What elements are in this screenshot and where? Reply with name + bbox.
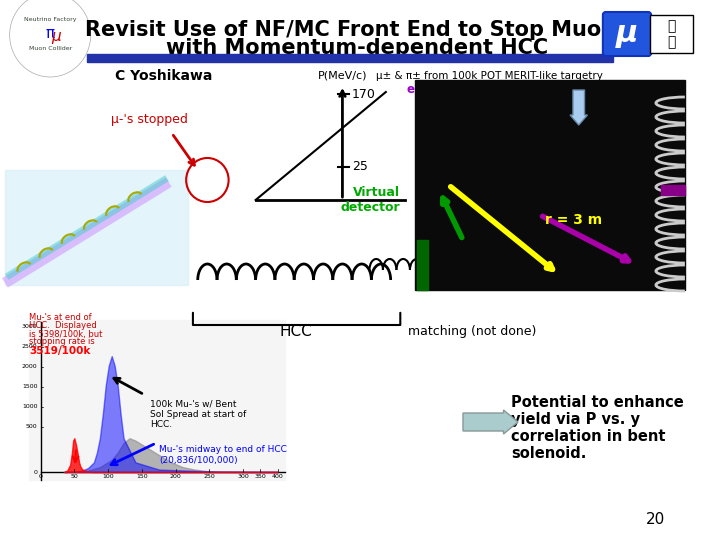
- Text: Mu-'s midway to end of HCC
(20,836/100,000): Mu-'s midway to end of HCC (20,836/100,0…: [159, 446, 287, 465]
- Text: μ: μ: [616, 19, 638, 49]
- Text: 500: 500: [26, 424, 37, 429]
- Bar: [417, 240, 428, 290]
- Text: is 5398/100k, but: is 5398/100k, but: [29, 329, 102, 339]
- Text: 170: 170: [352, 87, 376, 100]
- Text: 3519/100k: 3519/100k: [29, 346, 90, 356]
- Text: 20: 20: [647, 512, 665, 528]
- Text: HCC.  Displayed: HCC. Displayed: [29, 321, 96, 330]
- Text: end of NF/MC drift region: end of NF/MC drift region: [408, 84, 577, 97]
- Text: 150: 150: [136, 475, 148, 480]
- Text: Revisit Use of NF/MC Front End to Stop Muons: Revisit Use of NF/MC Front End to Stop M…: [85, 20, 629, 40]
- Text: 2000: 2000: [22, 364, 37, 369]
- Text: 100k Mu-'s w/ Bent
Sol Spread at start of
HCC.: 100k Mu-'s w/ Bent Sol Spread at start o…: [150, 400, 246, 429]
- Bar: [29, 320, 284, 480]
- Text: Virtual
detector: Virtual detector: [341, 186, 400, 214]
- Text: Mu-'s at end of: Mu-'s at end of: [29, 314, 91, 322]
- FancyArrow shape: [570, 90, 588, 125]
- FancyBboxPatch shape: [650, 15, 693, 53]
- Text: 50: 50: [71, 475, 78, 480]
- Text: correlation in bent: correlation in bent: [511, 429, 666, 444]
- Text: μ± & π± from 100k POT MERIT-like targetry: μ± & π± from 100k POT MERIT-like targetr…: [376, 71, 603, 81]
- Text: 0: 0: [39, 475, 42, 480]
- Text: 350: 350: [255, 475, 266, 480]
- Text: stopping rate is: stopping rate is: [29, 338, 95, 347]
- Text: with Momentum-dependent HCC: with Momentum-dependent HCC: [166, 38, 548, 58]
- Text: Muon Collider: Muon Collider: [29, 45, 72, 51]
- Text: P(MeV/c): P(MeV/c): [318, 71, 368, 81]
- Text: 大
丰: 大 丰: [667, 19, 675, 49]
- Text: 400: 400: [272, 475, 284, 480]
- Text: 25: 25: [352, 160, 368, 173]
- Text: π: π: [45, 25, 55, 40]
- Text: r = 3 m: r = 3 m: [545, 213, 603, 227]
- Text: 2500: 2500: [22, 345, 37, 349]
- Text: Potential to enhance: Potential to enhance: [511, 395, 684, 410]
- Text: 1500: 1500: [22, 384, 37, 389]
- Text: 1000: 1000: [22, 404, 37, 409]
- Text: 3000: 3000: [22, 325, 37, 329]
- Text: yield via P vs. y: yield via P vs. y: [511, 412, 640, 427]
- Bar: [415, 80, 685, 290]
- Bar: [661, 185, 685, 195]
- Text: 0: 0: [34, 469, 37, 475]
- FancyBboxPatch shape: [603, 12, 651, 56]
- Text: 300: 300: [237, 475, 249, 480]
- Text: Neutrino Factory: Neutrino Factory: [24, 17, 76, 23]
- Bar: [87, 54, 613, 62]
- Text: matching (not done): matching (not done): [408, 326, 537, 339]
- Bar: [5, 170, 188, 285]
- Circle shape: [9, 0, 91, 77]
- Text: 200: 200: [170, 475, 181, 480]
- Text: C Yoshikawa: C Yoshikawa: [115, 69, 212, 83]
- Text: 100: 100: [102, 475, 114, 480]
- Text: HCC: HCC: [280, 325, 312, 340]
- Text: μ: μ: [51, 29, 60, 44]
- Text: 250: 250: [204, 475, 215, 480]
- Text: solenoid.: solenoid.: [511, 446, 587, 461]
- FancyArrow shape: [463, 410, 518, 434]
- Text: μ-'s stopped: μ-'s stopped: [111, 113, 188, 126]
